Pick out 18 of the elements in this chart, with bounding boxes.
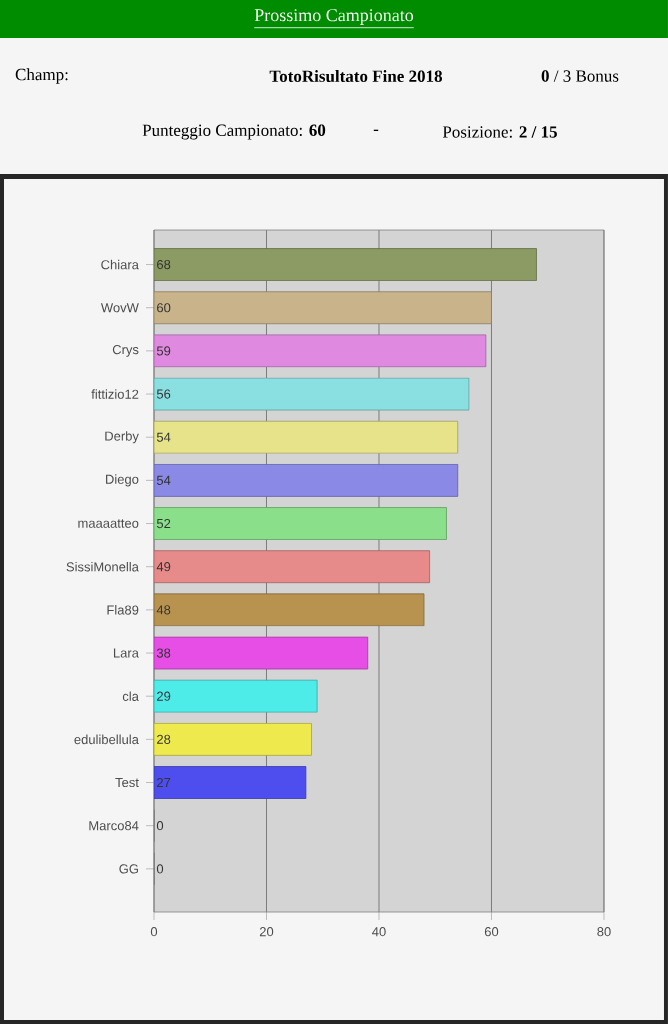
bar xyxy=(153,636,369,670)
bar xyxy=(153,248,537,281)
bar xyxy=(153,722,312,756)
bar xyxy=(153,377,470,411)
text: - xyxy=(373,129,379,131)
chart-title: Prossimo Campionato xyxy=(254,9,414,25)
bar xyxy=(153,463,459,497)
text: Posizione: 2 / 15 xyxy=(442,126,557,138)
bar xyxy=(153,550,431,584)
text: Punteggio Campionato: 60 xyxy=(142,124,326,140)
bar xyxy=(153,766,307,799)
bar xyxy=(153,593,425,627)
text: TotoRisultato Fine 2018 xyxy=(269,70,442,83)
bar xyxy=(153,507,447,540)
text: Champ: xyxy=(15,68,68,84)
bar xyxy=(153,420,459,454)
bar xyxy=(153,334,487,368)
text: 0 / 3 Bonus xyxy=(541,70,619,82)
